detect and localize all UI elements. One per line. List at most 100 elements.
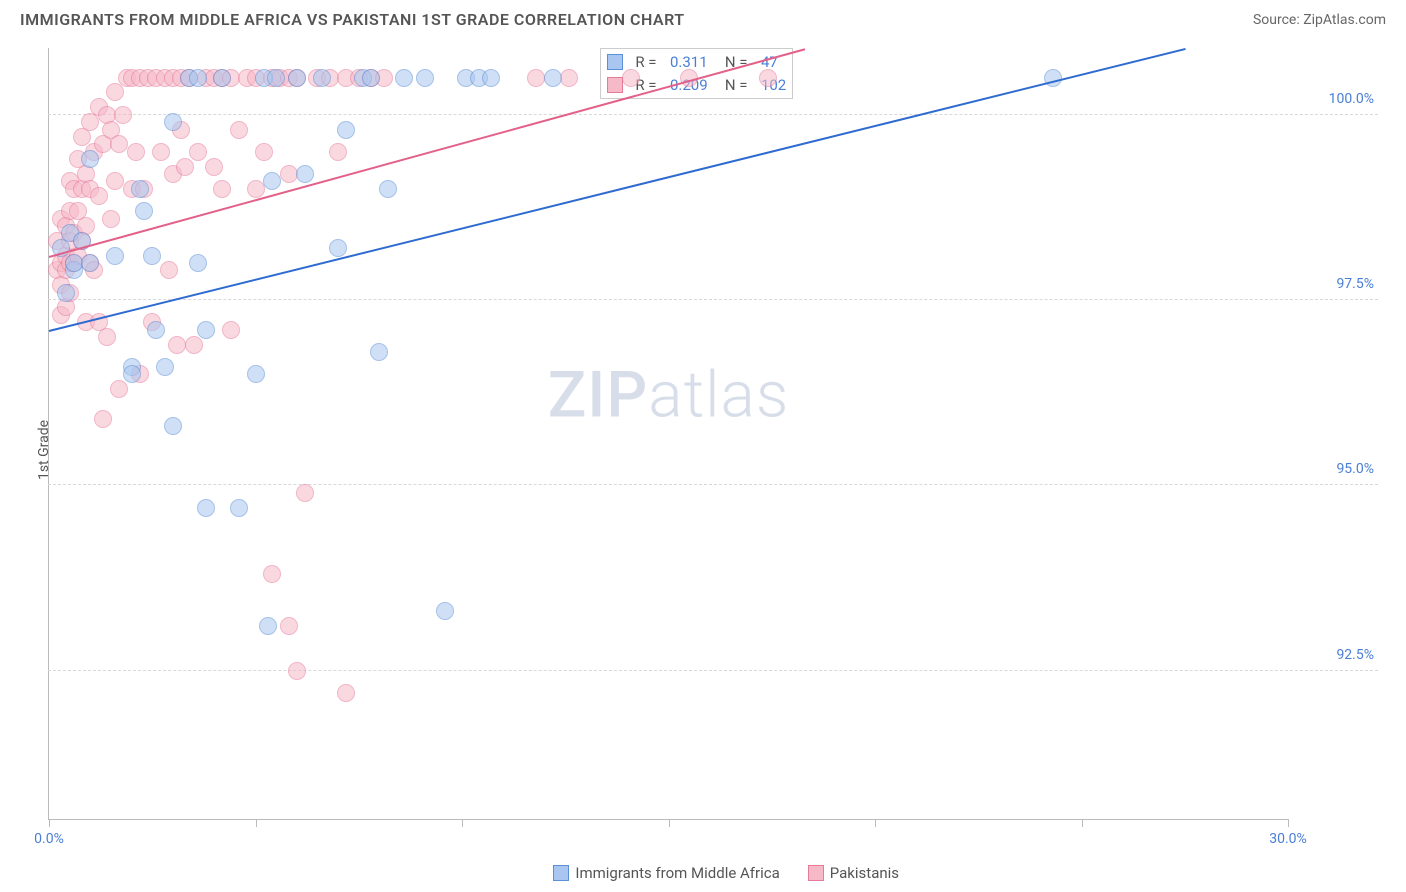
x-tick-label: 0.0% [34, 831, 64, 847]
data-point-a [416, 69, 434, 87]
data-point-b [98, 328, 116, 346]
x-tick [669, 819, 670, 827]
data-point-b [110, 135, 128, 153]
legend-swatch-icon [553, 865, 569, 881]
data-point-b [110, 380, 128, 398]
gridline-h [48, 114, 1378, 115]
legend-item: Immigrants from Middle Africa [553, 864, 779, 882]
x-tick [49, 819, 50, 827]
data-point-a [189, 69, 207, 87]
plot-area: ZIPatlas R = 0.311 N = 47R = 0.209 N = 1… [48, 48, 1288, 820]
data-point-a [436, 602, 454, 620]
data-point-b [560, 69, 578, 87]
legend-swatch-icon [808, 865, 824, 881]
data-point-a [288, 69, 306, 87]
data-point-a [379, 180, 397, 198]
y-tick-label: 92.5% [1336, 647, 1374, 663]
data-point-b [106, 172, 124, 190]
legend-r-label: R = [635, 51, 660, 74]
data-point-b [288, 662, 306, 680]
series-legend: Immigrants from Middle Africa Pakistanis [553, 864, 899, 882]
data-point-b [168, 336, 186, 354]
legend-swatch-icon [607, 54, 623, 70]
data-point-a [156, 358, 174, 376]
data-point-a [65, 254, 83, 272]
data-point-b [114, 106, 132, 124]
data-point-b [255, 143, 273, 161]
data-point-b [230, 121, 248, 139]
data-point-a [329, 239, 347, 257]
chart-title: IMMIGRANTS FROM MIDDLE AFRICA VS PAKISTA… [20, 10, 685, 29]
data-point-a [296, 165, 314, 183]
data-point-b [527, 69, 545, 87]
data-point-a [143, 247, 161, 265]
data-point-a [267, 69, 285, 87]
data-point-b [296, 484, 314, 502]
data-point-a [135, 202, 153, 220]
x-tick [256, 819, 257, 827]
chart-header: IMMIGRANTS FROM MIDDLE AFRICA VS PAKISTA… [0, 0, 1406, 37]
data-point-b [127, 143, 145, 161]
data-point-a [131, 180, 149, 198]
data-point-a [164, 417, 182, 435]
legend-item: Pakistanis [808, 864, 899, 882]
data-point-b [160, 261, 178, 279]
data-point-a [147, 321, 165, 339]
x-tick-label: 30.0% [1269, 831, 1307, 847]
data-point-a [259, 617, 277, 635]
data-point-b [247, 180, 265, 198]
data-point-b [102, 210, 120, 228]
data-point-a [263, 172, 281, 190]
x-tick [1082, 819, 1083, 827]
data-point-a [247, 365, 265, 383]
legend-item-label: Pakistanis [830, 864, 899, 882]
watermark: ZIPatlas [548, 357, 790, 432]
data-point-a [482, 69, 500, 87]
data-point-a [544, 69, 562, 87]
chart-wrap: 1st Grade ZIPatlas R = 0.311 N = 47R = 0… [48, 48, 1378, 852]
data-point-b [189, 143, 207, 161]
data-point-a [213, 69, 231, 87]
source-name: ZipAtlas.com [1303, 12, 1386, 28]
legend-swatch-icon [607, 77, 623, 93]
data-point-a [123, 365, 141, 383]
data-point-a [81, 254, 99, 272]
x-tick [875, 819, 876, 827]
data-point-b [176, 158, 194, 176]
legend-n-label: N = [714, 74, 752, 97]
data-point-a [230, 499, 248, 517]
data-point-b [280, 165, 298, 183]
source-prefix: Source: [1253, 12, 1303, 28]
data-point-b [222, 321, 240, 339]
data-point-b [329, 143, 347, 161]
data-point-b [280, 617, 298, 635]
x-tick [1288, 819, 1289, 827]
chart-source: Source: ZipAtlas.com [1253, 12, 1386, 28]
data-point-a [57, 284, 75, 302]
data-point-b [263, 565, 281, 583]
data-point-a [189, 254, 207, 272]
data-point-b [759, 69, 777, 87]
legend-item-label: Immigrants from Middle Africa [575, 864, 779, 882]
data-point-b [185, 336, 203, 354]
data-point-a [197, 499, 215, 517]
data-point-a [106, 247, 124, 265]
y-tick-label: 97.5% [1336, 276, 1374, 292]
y-tick-label: 95.0% [1336, 461, 1374, 477]
data-point-a [337, 121, 355, 139]
data-point-b [622, 69, 640, 87]
data-point-a [164, 113, 182, 131]
gridline-h [48, 299, 1378, 300]
data-point-b [94, 410, 112, 428]
data-point-a [362, 69, 380, 87]
data-point-a [370, 343, 388, 361]
gridline-h [48, 484, 1378, 485]
data-point-a [197, 321, 215, 339]
x-tick [462, 819, 463, 827]
data-point-b [90, 187, 108, 205]
data-point-a [313, 69, 331, 87]
data-point-a [395, 69, 413, 87]
data-point-b [213, 180, 231, 198]
gridline-h [48, 670, 1378, 671]
watermark-light: atlas [648, 357, 789, 432]
